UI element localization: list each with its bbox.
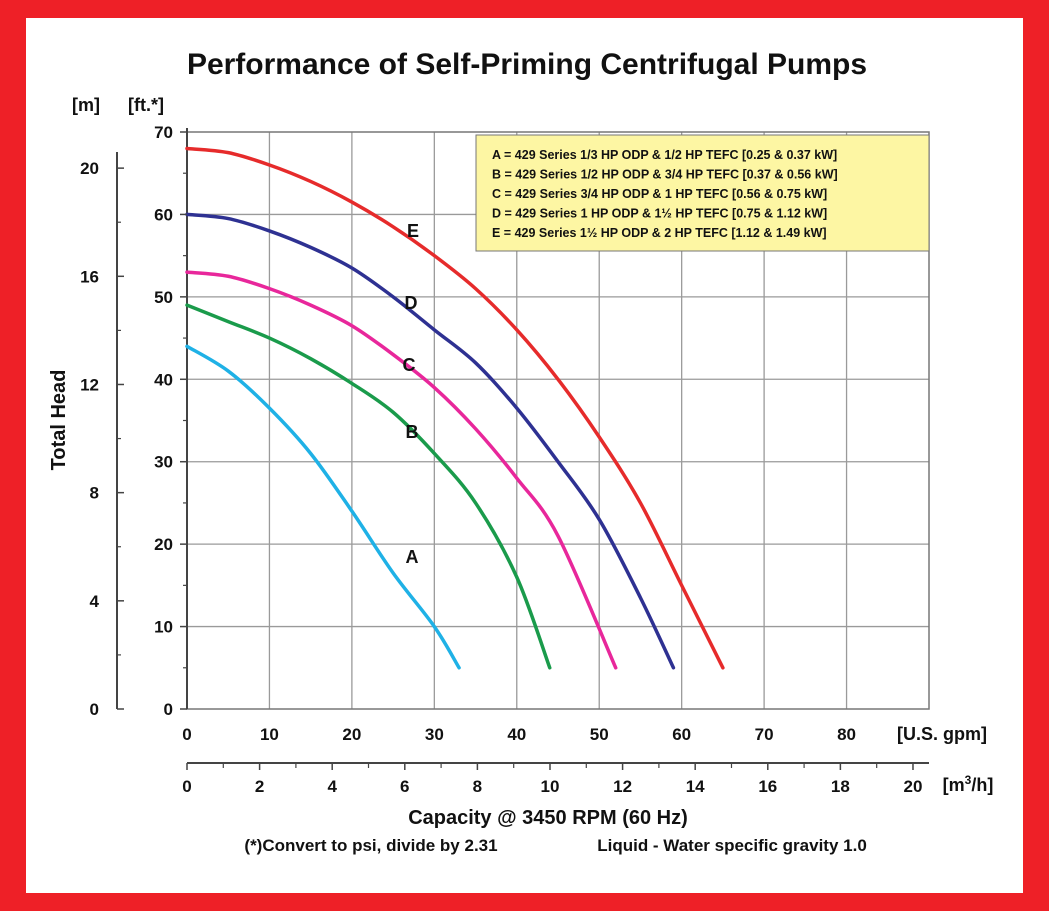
x-tick-m3h-label: 16	[758, 777, 777, 796]
y-tick-ft-label: 10	[154, 618, 173, 637]
y-tick-m-label: 4	[90, 592, 100, 611]
y-tick-m-label: 8	[90, 484, 99, 503]
curve-label-a: A	[406, 547, 419, 567]
chart-title: Performance of Self-Priming Centrifugal …	[187, 48, 867, 81]
x-tick-m3h-label: 18	[831, 777, 850, 796]
y-tick-ft-label: 40	[154, 370, 173, 389]
x-tick-gpm-label: 70	[755, 725, 774, 744]
y-tick-ft-label: 60	[154, 205, 173, 224]
y-tick-ft-label: 50	[154, 288, 173, 307]
y-tick-ft-label: 0	[164, 700, 173, 719]
x-tick-m3h-label: 10	[541, 777, 560, 796]
x-tick-gpm-label: 80	[837, 725, 856, 744]
x-unit-m3h: [m3/h]	[943, 773, 994, 795]
y-tick-m-label: 0	[90, 700, 99, 719]
legend-entry: D = 429 Series 1 HP ODP & 1½ HP TEFC [0.…	[492, 207, 827, 221]
y-axis-title: Total Head	[48, 370, 70, 471]
x-tick-m3h-label: 20	[904, 777, 923, 796]
x-tick-m3h-label: 14	[686, 777, 705, 796]
x-tick-m3h-label: 6	[400, 777, 409, 796]
curve-e	[185, 146, 725, 670]
curve-c	[185, 270, 618, 670]
legend: A = 429 Series 1/3 HP ODP & 1/2 HP TEFC …	[475, 134, 930, 252]
x-tick-m3h-label: 12	[613, 777, 632, 796]
y-tick-ft-label: 30	[154, 453, 173, 472]
legend-entry: E = 429 Series 1½ HP ODP & 2 HP TEFC [1.…	[492, 226, 827, 240]
curve-label-d: D	[405, 293, 418, 313]
legend-box	[475, 134, 930, 252]
y-tick-m-label: 12	[80, 375, 99, 394]
x-tick-gpm-label: 60	[672, 725, 691, 744]
curve-label-c: C	[403, 355, 416, 375]
x-unit-gpm: [U.S. gpm]	[897, 724, 987, 744]
curve-b	[185, 303, 552, 670]
curve-label-e: E	[407, 221, 419, 241]
legend-entry: B = 429 Series 1/2 HP ODP & 3/4 HP TEFC …	[492, 168, 838, 182]
x-tick-m3h-label: 8	[473, 777, 482, 796]
legend-entry: C = 429 Series 3/4 HP ODP & 1 HP TEFC [0…	[492, 187, 827, 201]
x-axis-m3h-ticks: 0 2 4 6 8 10 12 14 16 18 20	[182, 763, 922, 796]
curve-d	[185, 212, 676, 670]
x-tick-gpm-label: 50	[590, 725, 609, 744]
liquid-note: Liquid - Water specific gravity 1.0	[597, 836, 867, 855]
x-tick-gpm-label: 40	[507, 725, 526, 744]
x-tick-m3h-label: 2	[255, 777, 264, 796]
y-tick-m-label: 20	[80, 159, 99, 178]
legend-entry: A = 429 Series 1/3 HP ODP & 1/2 HP TEFC …	[492, 148, 837, 162]
curve-label-b: B	[406, 422, 419, 442]
y-unit-ft: [ft.*]	[128, 95, 164, 115]
x-axis-title: Capacity @ 3450 RPM (60 Hz)	[408, 807, 688, 829]
x-tick-gpm-label: 10	[260, 725, 279, 744]
y-axis-ft-ticks: 0 10 20 30 40 50 60 70	[154, 123, 187, 719]
y-unit-m: [m]	[72, 95, 100, 115]
y-tick-ft-label: 70	[154, 123, 173, 142]
x-tick-gpm-label: 20	[342, 725, 361, 744]
curve-a	[185, 344, 461, 670]
x-axis-gpm-ticks: 0 10 20 30 40 50 60 70 80	[182, 725, 856, 744]
x-tick-m3h-label: 0	[182, 777, 191, 796]
x-tick-gpm-label: 30	[425, 725, 444, 744]
y-tick-ft-label: 20	[154, 535, 173, 554]
y-axis-m-ticks: 0 4 8 12 16 20	[80, 159, 124, 719]
y-tick-m-label: 16	[80, 267, 99, 286]
psi-note: (*)Convert to psi, divide by 2.31	[244, 836, 497, 855]
pump-curves: A B C D E	[185, 146, 725, 670]
x-tick-m3h-label: 4	[327, 777, 337, 796]
x-tick-gpm-label: 0	[182, 725, 191, 744]
